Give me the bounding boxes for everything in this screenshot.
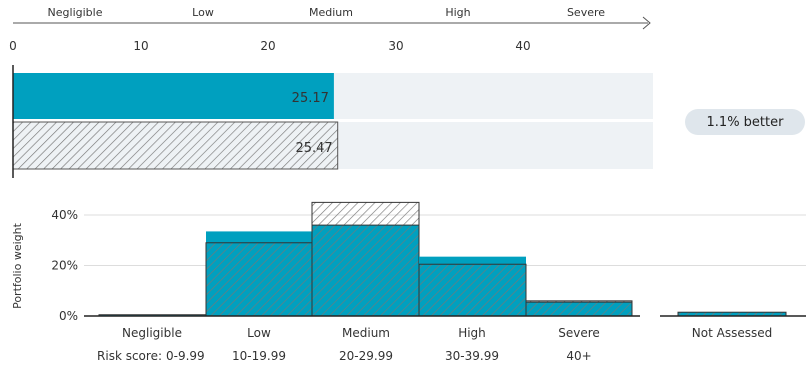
portfolio-score-bar [13,73,334,119]
risk-category-label: Low [192,6,214,19]
score-tick-label: 10 [133,39,148,53]
category-name: Negligible [122,326,182,340]
comparison-badge: 1.1% better [685,109,805,135]
benchmark-overlap-hatch [525,301,633,317]
score-range: 0-9.99 [166,349,205,363]
category-name: Low [247,326,271,340]
risk-category-label: High [445,6,470,19]
category-name: Medium [342,326,390,340]
category-name: Not Assessed [692,326,772,340]
risk-category-label: Severe [567,6,605,19]
benchmark-score-bar [12,121,339,170]
category-name: Severe [558,326,600,340]
y-tick-labels: 0% 20% 40% [51,208,78,323]
score-range: 10-19.99 [232,349,286,363]
score-tick-label: 40 [515,39,530,53]
score-tick-label: 30 [388,39,403,53]
y-axis-label: Portfolio weight [11,222,24,309]
risk-score-axis: Negligible Low Medium High Severe 0 10 2… [9,6,651,53]
score-range: 20-29.99 [339,349,393,363]
portfolio-score-label: 25.17 [292,91,329,106]
risk-category-label: Negligible [48,6,103,19]
risk-category-label: Medium [309,6,353,19]
y-tick-label: 20% [51,259,78,273]
score-tick-label: 0 [9,39,17,53]
portfolio-weight-histogram: Portfolio weight 0% 20% 40% [11,201,806,323]
risk-score-prefix: Risk score: [97,349,162,363]
benchmark-weight-bar [418,263,527,317]
benchmark-score-label: 25.47 [295,141,332,156]
score-range: 30-39.99 [445,349,499,363]
benchmark-weight-bar [205,242,313,317]
score-tick-label: 20 [260,39,275,53]
benchmark-overlap-hatch [311,224,420,317]
category-labels: Negligible Low Medium High Severe Not As… [97,326,772,363]
score-bars: 25.17 25.47 [12,65,653,178]
category-name: High [458,326,486,340]
score-range: 40+ [566,349,591,363]
y-tick-label: 0% [59,309,78,323]
histogram-bars [98,201,787,317]
y-tick-label: 40% [51,208,78,222]
